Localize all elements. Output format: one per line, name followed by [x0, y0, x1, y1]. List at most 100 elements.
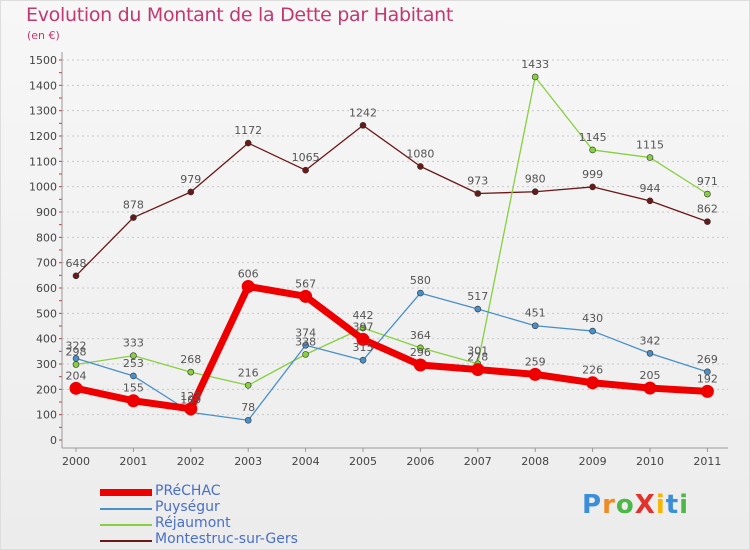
chart-title: Evolution du Montant de la Dette par Hab… — [26, 4, 454, 26]
data-label: 567 — [295, 277, 316, 290]
data-label: 204 — [66, 369, 87, 382]
data-point — [72, 361, 80, 368]
data-label: 648 — [66, 257, 87, 270]
series-line-1 — [75, 292, 709, 421]
data-point — [184, 402, 198, 416]
y-tick-label: 600 — [36, 282, 57, 295]
x-tick-label: 2011 — [693, 455, 721, 468]
data-point — [474, 190, 482, 197]
x-tick-label: 2002 — [177, 455, 205, 468]
data-label: 1115 — [636, 139, 664, 152]
data-point — [531, 73, 539, 81]
data-label: 155 — [123, 382, 144, 395]
data-point — [589, 327, 596, 335]
logo-letter: t — [665, 490, 680, 520]
data-point — [471, 363, 485, 377]
logo-letter: P — [582, 490, 603, 520]
data-point — [302, 351, 309, 358]
logo-letter: r — [602, 490, 616, 520]
data-label: 109 — [180, 393, 201, 406]
data-label: 278 — [467, 351, 488, 364]
legend-label: Montestruc-sur-Gers — [155, 531, 298, 547]
series-line-0 — [72, 282, 711, 413]
data-point — [704, 368, 711, 376]
data-label: 205 — [640, 369, 661, 382]
data-point — [244, 381, 252, 389]
x-tick-label: 2003 — [234, 455, 262, 468]
y-tick-label: 100 — [36, 409, 57, 422]
data-point — [531, 188, 539, 196]
data-point — [646, 154, 654, 161]
data-label: 451 — [525, 307, 546, 320]
x-tick-label: 2000 — [62, 455, 90, 468]
data-point — [586, 376, 600, 390]
data-point — [187, 368, 195, 376]
y-tick-label: 800 — [36, 231, 57, 244]
data-point — [528, 367, 542, 381]
x-tick-label: 2004 — [292, 455, 320, 468]
y-tick-label: 1400 — [29, 79, 57, 92]
data-label: 296 — [410, 346, 431, 359]
data-point — [241, 279, 255, 293]
data-label: 322 — [66, 339, 87, 352]
data-point — [244, 416, 252, 424]
data-point — [244, 139, 252, 147]
x-tick-label: 2010 — [636, 455, 664, 468]
data-point — [643, 381, 657, 395]
data-label: 878 — [123, 199, 144, 212]
data-label: 216 — [238, 366, 259, 379]
data-label: 944 — [640, 182, 661, 195]
data-label: 606 — [238, 267, 259, 280]
legend-label: PRéCHAC — [155, 483, 221, 499]
series-line-2 — [75, 76, 709, 386]
data-label: 333 — [123, 337, 144, 350]
data-point — [646, 197, 654, 205]
data-point — [359, 122, 367, 129]
data-point — [359, 356, 367, 364]
proxiti-logo: ProXiti — [582, 490, 689, 520]
data-label: 259 — [525, 355, 546, 368]
legend-swatch — [100, 524, 152, 526]
data-label: 1080 — [406, 147, 434, 160]
y-tick-label: 1100 — [29, 155, 57, 168]
logo-letter: i — [655, 490, 666, 520]
data-point — [413, 358, 427, 372]
data-label: 1242 — [349, 106, 377, 119]
legend-swatch — [100, 540, 152, 542]
data-point — [359, 324, 367, 332]
data-label: 979 — [180, 173, 201, 186]
data-label: 78 — [241, 401, 255, 414]
y-tick-label: 0 — [50, 434, 57, 447]
data-label: 1145 — [579, 131, 607, 144]
data-point — [417, 289, 424, 297]
data-label: 253 — [123, 357, 144, 370]
data-point — [700, 384, 714, 398]
x-tick-label: 2007 — [464, 455, 492, 468]
chart-subtitle: (en €) — [27, 29, 60, 42]
x-tick-label: 2005 — [349, 455, 377, 468]
data-label: 980 — [525, 173, 546, 186]
data-point — [187, 188, 195, 196]
data-label: 268 — [180, 353, 201, 366]
data-point — [302, 166, 309, 174]
data-label: 301 — [467, 345, 488, 358]
y-tick-label: 300 — [36, 358, 57, 371]
data-label: 1065 — [292, 151, 320, 164]
legend-swatch — [100, 489, 152, 496]
data-label: 123 — [180, 390, 201, 403]
data-point — [69, 381, 83, 395]
data-label: 192 — [697, 372, 718, 385]
data-point — [531, 322, 539, 330]
data-point — [417, 163, 424, 170]
data-label: 517 — [467, 290, 488, 303]
data-label: 315 — [353, 341, 374, 354]
y-tick-label: 500 — [36, 307, 57, 320]
data-label: 397 — [353, 320, 374, 333]
data-point — [126, 394, 140, 408]
data-point — [130, 214, 137, 221]
data-label: 226 — [582, 364, 603, 377]
data-label: 1172 — [234, 124, 262, 137]
data-point — [72, 355, 80, 362]
data-point — [72, 272, 80, 280]
